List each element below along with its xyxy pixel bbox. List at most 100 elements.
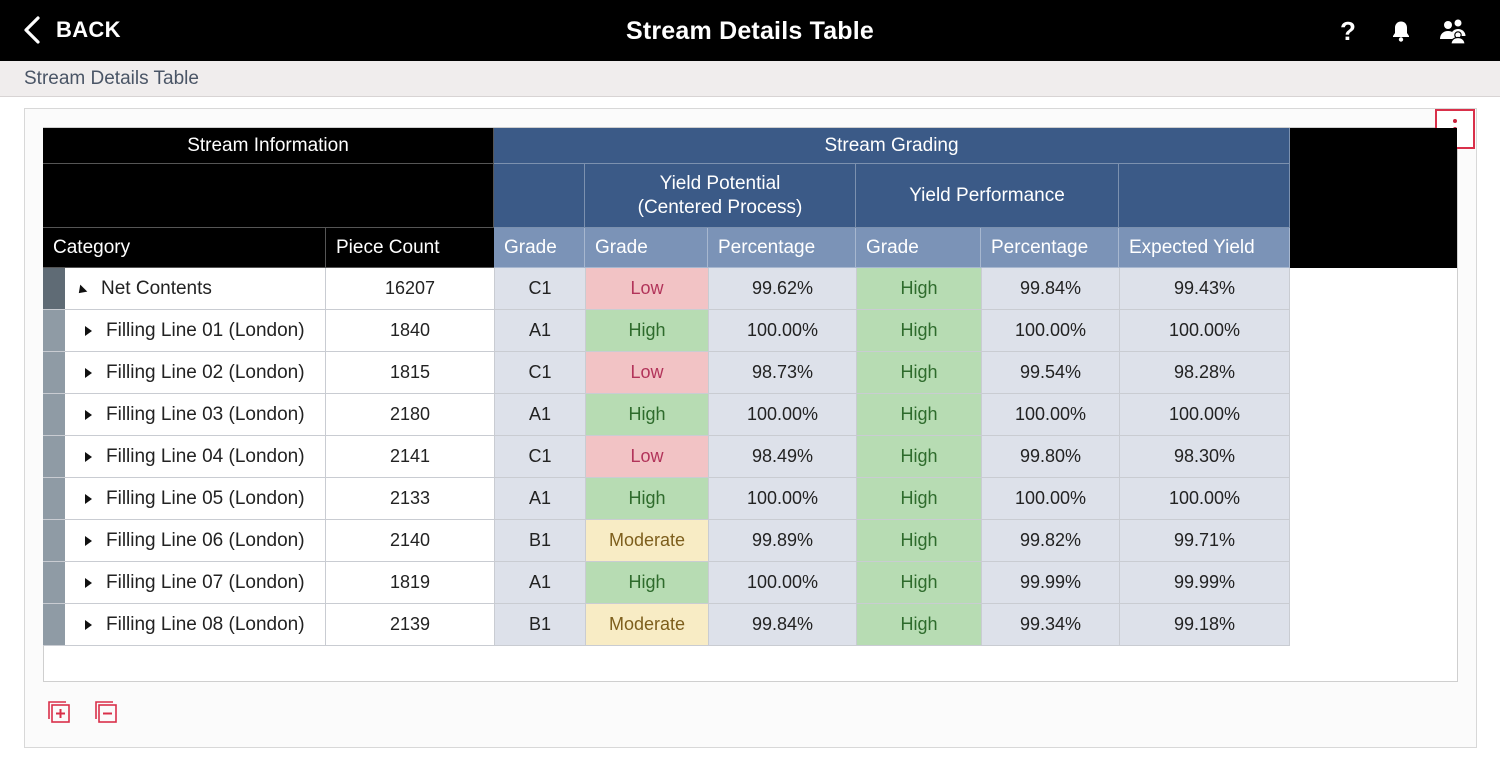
yield-performance-percentage-cell: 99.84% — [982, 268, 1120, 310]
dot-icon — [1453, 119, 1457, 123]
expected-yield-cell: 99.71% — [1120, 520, 1290, 562]
category-label: Filling Line 07 (London) — [106, 571, 305, 593]
yield-potential-percentage-cell: 99.89% — [709, 520, 857, 562]
yield-performance-grade-cell: High — [857, 436, 982, 478]
yield-performance-percentage-cell: 100.00% — [982, 394, 1120, 436]
table-row[interactable]: Filling Line 05 (London) 2133 A1 High 100.00… — [43, 478, 1290, 520]
yield-potential-grade-cell: High — [586, 478, 709, 520]
bell-icon[interactable] — [1386, 16, 1416, 46]
category-cell: Filling Line 02 (London) — [65, 352, 326, 394]
category-cell: Filling Line 08 (London) — [65, 604, 326, 646]
collapse-all-icon[interactable] — [94, 700, 118, 724]
yield-performance-grade-cell: High — [857, 310, 982, 352]
yield-potential-percentage-cell: 98.73% — [709, 352, 857, 394]
yield-potential-grade-cell: High — [586, 562, 709, 604]
yield-performance-percentage-cell: 100.00% — [982, 478, 1120, 520]
category-label: Filling Line 02 (London) — [106, 361, 305, 383]
yield-potential-grade-cell: Moderate — [586, 604, 709, 646]
piece-count-cell: 2140 — [326, 520, 495, 562]
grade-cell: A1 — [495, 562, 586, 604]
expand-row-icon[interactable] — [85, 367, 92, 378]
expected-yield-cell: 98.28% — [1120, 352, 1290, 394]
table-row[interactable]: Filling Line 08 (London) 2139 B1 Moderate 99… — [43, 604, 1290, 646]
yield-potential-percentage-cell: 99.62% — [709, 268, 857, 310]
row-indicator — [43, 352, 65, 394]
column-header-piece-count[interactable]: Piece Count — [326, 228, 495, 268]
grade-cell: A1 — [495, 310, 586, 352]
table-row[interactable]: Filling Line 06 (London) 2140 B1 Moderate 99… — [43, 520, 1290, 562]
expected-yield-cell: 98.30% — [1120, 436, 1290, 478]
group-header-yield-potential: Yield Potential (Centered Process) — [585, 164, 856, 228]
chevron-left-icon — [24, 16, 40, 44]
category-cell: Net Contents — [65, 268, 326, 310]
column-header-yp-percentage[interactable]: Percentage — [708, 228, 856, 268]
help-icon[interactable]: ? — [1340, 15, 1356, 46]
header-filler — [1290, 128, 1457, 268]
column-header-yp-grade[interactable]: Grade — [585, 228, 708, 268]
table-row[interactable]: Filling Line 02 (London) 1815 C1 Low 98.73% H… — [43, 352, 1290, 394]
expand-row-icon[interactable] — [85, 451, 92, 462]
collapse-row-icon[interactable] — [75, 284, 88, 297]
row-indicator — [43, 436, 65, 478]
yield-performance-grade-cell: High — [857, 604, 982, 646]
breadcrumb-item[interactable]: Stream Details Table — [24, 68, 199, 89]
column-header-perf-percentage[interactable]: Percentage — [981, 228, 1119, 268]
table-row[interactable]: Filling Line 01 (London) 1840 A1 High 100.00… — [43, 310, 1290, 352]
grade-cell: A1 — [495, 478, 586, 520]
yield-potential-grade-cell: Low — [586, 352, 709, 394]
expand-row-icon[interactable] — [85, 577, 92, 588]
expand-row-icon[interactable] — [85, 619, 92, 630]
back-label: BACK — [56, 17, 121, 42]
expected-yield-cell: 99.43% — [1120, 268, 1290, 310]
users-icon[interactable] — [1438, 16, 1468, 46]
category-cell: Filling Line 04 (London) — [65, 436, 326, 478]
yield-performance-percentage-cell: 99.34% — [982, 604, 1120, 646]
table-row[interactable]: Filling Line 03 (London) 2180 A1 High 100.00… — [43, 394, 1290, 436]
expected-yield-cell: 99.18% — [1120, 604, 1290, 646]
row-indicator — [43, 478, 65, 520]
column-header-expected-yield[interactable]: Expected Yield — [1119, 228, 1290, 268]
grade-cell: C1 — [495, 352, 586, 394]
category-cell: Filling Line 01 (London) — [65, 310, 326, 352]
category-label: Filling Line 04 (London) — [106, 445, 305, 467]
page-title: Stream Details Table — [625, 17, 875, 45]
category-label: Net Contents — [101, 277, 212, 299]
yield-potential-percentage-cell: 100.00% — [709, 394, 857, 436]
row-indicator — [43, 394, 65, 436]
category-label: Filling Line 05 (London) — [106, 487, 305, 509]
column-header-category[interactable]: Category — [43, 228, 326, 268]
yield-performance-grade-cell: High — [857, 352, 982, 394]
table-row[interactable]: Filling Line 04 (London) 2141 C1 Low 98.49% H… — [43, 436, 1290, 478]
expand-row-icon[interactable] — [85, 409, 92, 420]
row-indicator — [43, 310, 65, 352]
table-row[interactable]: Filling Line 07 (London) 1819 A1 High 100.00… — [43, 562, 1290, 604]
expand-row-icon[interactable] — [85, 535, 92, 546]
yield-performance-percentage-cell: 100.00% — [982, 310, 1120, 352]
category-cell: Filling Line 06 (London) — [65, 520, 326, 562]
column-header-grade[interactable]: Grade — [494, 228, 585, 268]
yield-performance-percentage-cell: 99.80% — [982, 436, 1120, 478]
expand-row-icon[interactable] — [85, 493, 92, 504]
grade-cell: C1 — [495, 436, 586, 478]
expected-yield-cell: 99.99% — [1120, 562, 1290, 604]
yield-potential-grade-cell: Moderate — [586, 520, 709, 562]
yield-potential-subtitle: (Centered Process) — [637, 196, 803, 218]
category-label: Filling Line 01 (London) — [106, 319, 305, 341]
column-header-perf-grade[interactable]: Grade — [856, 228, 981, 268]
yield-performance-grade-cell: High — [857, 268, 982, 310]
piece-count-cell: 2141 — [326, 436, 495, 478]
group-header-yield-performance: Yield Performance — [856, 164, 1119, 228]
expand-row-icon[interactable] — [85, 325, 92, 336]
back-button[interactable]: BACK — [22, 14, 121, 46]
yield-performance-grade-cell: High — [857, 520, 982, 562]
table-row[interactable]: Net Contents 16207 C1 Low 99.62% High 99.84% 99… — [43, 268, 1290, 310]
yield-performance-percentage-cell: 99.82% — [982, 520, 1120, 562]
row-indicator — [43, 520, 65, 562]
category-label: Filling Line 06 (London) — [106, 529, 305, 551]
group-header-grade-blank — [494, 164, 585, 228]
yield-performance-grade-cell: High — [857, 478, 982, 520]
piece-count-cell: 2139 — [326, 604, 495, 646]
piece-count-cell: 2180 — [326, 394, 495, 436]
expand-all-icon[interactable] — [47, 700, 71, 724]
group-header-expected-blank — [1119, 164, 1290, 228]
